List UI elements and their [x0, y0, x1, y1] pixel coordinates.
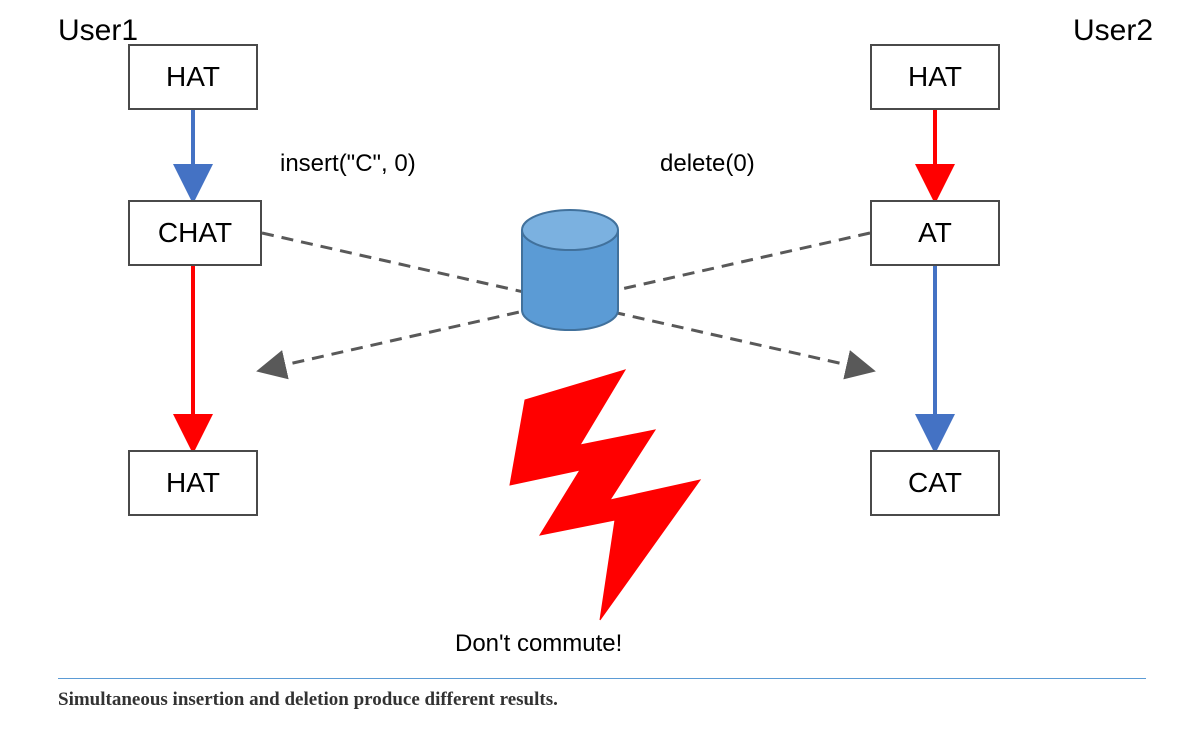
user1-state-0: HAT — [128, 44, 258, 110]
database-cylinder-icon — [522, 210, 618, 330]
op-insert-label: insert("C", 0) — [280, 150, 416, 178]
user1-state-1: CHAT — [128, 200, 262, 266]
op-delete-label: delete(0) — [660, 150, 755, 178]
diagram-canvas: User1 User2 HAT CHAT HAT HAT AT CAT inse… — [0, 0, 1204, 680]
user2-state-2: CAT — [870, 450, 1000, 516]
user1-state-2: HAT — [128, 450, 258, 516]
user2-label: User2 — [1073, 14, 1153, 48]
warning-text: Don't commute! — [455, 630, 622, 658]
user1-label: User1 — [58, 14, 138, 48]
caption-area: Simultaneous insertion and deletion prod… — [58, 678, 1146, 711]
dashed-delete-to-user1 — [262, 233, 870, 370]
caption-divider — [58, 678, 1146, 679]
figure-caption: Simultaneous insertion and deletion prod… — [58, 689, 1146, 711]
lightning-icon — [510, 370, 700, 620]
user2-state-0: HAT — [870, 44, 1000, 110]
dashed-insert-to-user2 — [262, 233, 870, 370]
user2-state-1: AT — [870, 200, 1000, 266]
